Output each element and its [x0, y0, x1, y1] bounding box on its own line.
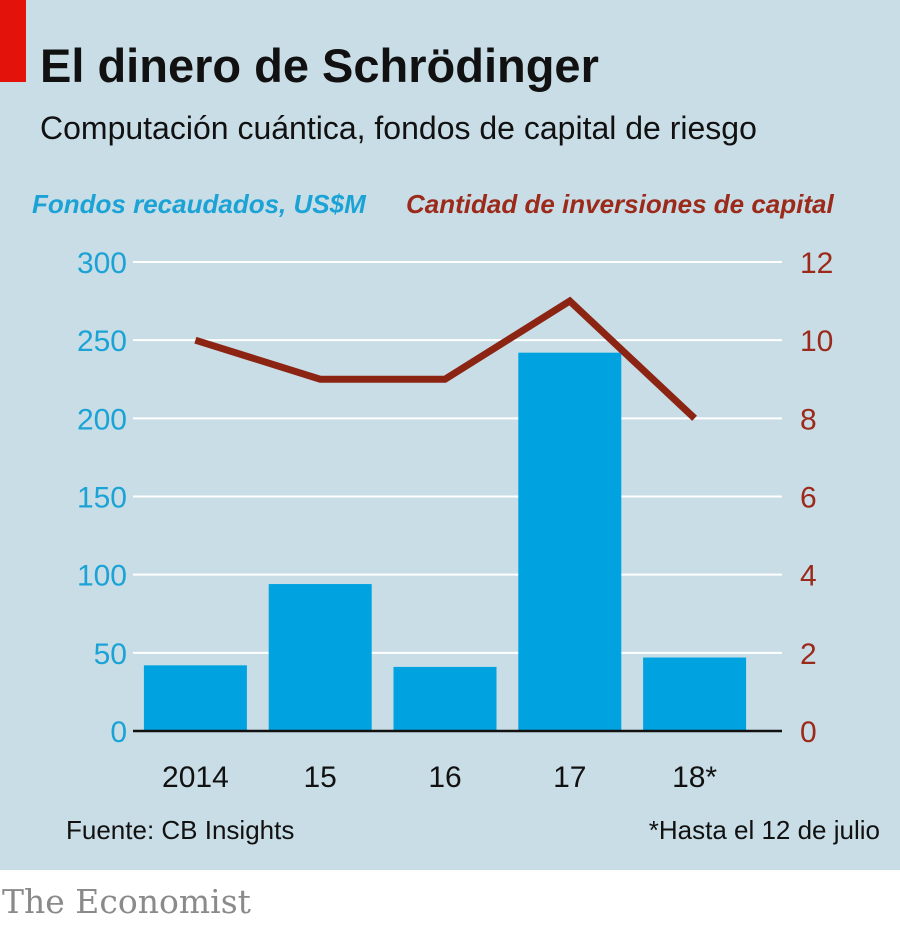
right-tick-label: 0	[800, 716, 817, 749]
right-tick-label: 2	[800, 638, 817, 671]
right-tick-label: 10	[800, 325, 833, 358]
right-tick-label: 12	[800, 247, 833, 280]
chart-subtitle: Computación cuántica, fondos de capital …	[40, 110, 757, 146]
brand-accent-tag	[0, 0, 26, 82]
right-tick-label: 8	[800, 403, 817, 436]
source-note: Fuente: CB Insights	[66, 815, 295, 845]
chart-title: El dinero de Schrödinger	[40, 39, 599, 92]
x-tick-label: 18*	[672, 761, 717, 794]
x-tick-label: 16	[428, 761, 461, 794]
bar	[268, 584, 372, 731]
left-tick-label: 200	[77, 403, 127, 436]
bar	[518, 352, 622, 731]
x-tick-label: 2014	[162, 761, 229, 794]
left-tick-label: 100	[77, 560, 127, 593]
left-axis-label: Fondos recaudados, US$M	[32, 189, 366, 219]
left-tick-label: 250	[77, 325, 127, 358]
left-tick-label: 50	[94, 638, 127, 671]
x-tick-label: 15	[304, 761, 337, 794]
footnote: *Hasta el 12 de julio	[648, 815, 880, 845]
chart-plot: 0 50 100 150 200 250 300 0 2 4 6 8 10 12 2014 15 16 17 18*	[77, 247, 833, 794]
economist-logo: The Economist	[2, 882, 251, 921]
bar	[393, 666, 497, 731]
left-tick-label: 0	[110, 716, 127, 749]
x-tick-label: 17	[553, 761, 586, 794]
right-axis-label: Cantidad de inversiones de capital	[406, 189, 834, 219]
right-tick-label: 6	[800, 482, 817, 515]
bar	[143, 665, 247, 731]
bar	[643, 657, 747, 731]
right-tick-label: 4	[800, 560, 817, 593]
left-tick-label: 300	[77, 247, 127, 280]
left-tick-label: 150	[77, 482, 127, 515]
